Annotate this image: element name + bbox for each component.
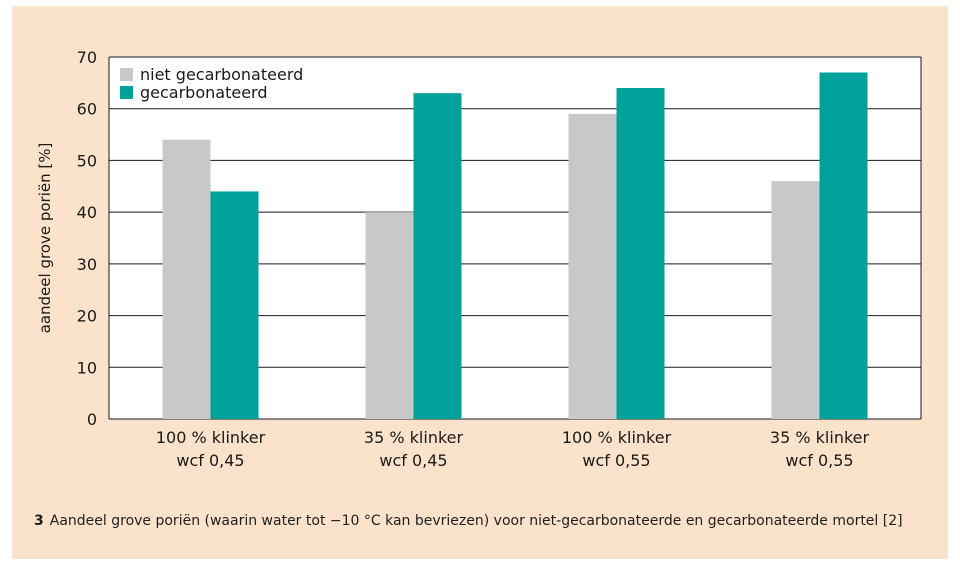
x-tick-label: 100 % klinker — [156, 428, 266, 447]
x-tick-label: wcf 0,55 — [785, 451, 853, 470]
y-tick-label: 40 — [77, 203, 97, 222]
legend-label: niet gecarbonateerd — [140, 65, 303, 84]
bar — [162, 139, 211, 419]
bar — [210, 191, 259, 419]
y-tick-label: 60 — [77, 100, 97, 119]
x-tick-label: wcf 0,45 — [379, 451, 447, 470]
x-tick-label: 100 % klinker — [562, 428, 672, 447]
y-tick-label: 10 — [77, 358, 97, 377]
legend-label: gecarbonateerd — [140, 83, 267, 102]
legend-swatch — [120, 68, 133, 81]
y-tick-label: 30 — [77, 255, 97, 274]
y-tick-label: 20 — [77, 307, 97, 326]
bars — [162, 72, 868, 420]
y-tick-labels: 0 10 20 30 40 50 60 70 — [77, 48, 97, 429]
legend-swatch — [120, 86, 133, 99]
x-tick-labels: 100 % klinker wcf 0,45 35 % klinker wcf 0,4… — [156, 428, 870, 470]
bar — [771, 181, 820, 419]
x-tick-label: wcf 0,45 — [176, 451, 244, 470]
y-axis-title: aandeel grove poriën [%] — [36, 143, 54, 334]
y-tick-label: 0 — [87, 410, 97, 429]
x-tick-label: 35 % klinker — [770, 428, 870, 447]
bar — [568, 113, 617, 419]
figure-frame: 0 10 20 30 40 50 60 70 100 % klinker wcf 0,45 35 … — [12, 6, 948, 559]
bar — [413, 93, 462, 419]
y-tick-label: 50 — [77, 151, 97, 170]
x-tick-label: wcf 0,55 — [582, 451, 650, 470]
x-tick-label: 35 % klinker — [364, 428, 464, 447]
bar — [365, 212, 414, 419]
bar-chart: 0 10 20 30 40 50 60 70 100 % klinker wcf 0,45 35 … — [36, 48, 922, 470]
y-tick-label: 70 — [77, 48, 97, 67]
caption-text: Aandeel grove poriën (waarin water tot −… — [49, 513, 903, 529]
bar — [616, 88, 665, 420]
figure-caption: 3 Aandeel grove poriën (waarin water tot … — [34, 511, 934, 531]
caption-number: 3 — [34, 513, 44, 529]
bar — [819, 72, 868, 419]
